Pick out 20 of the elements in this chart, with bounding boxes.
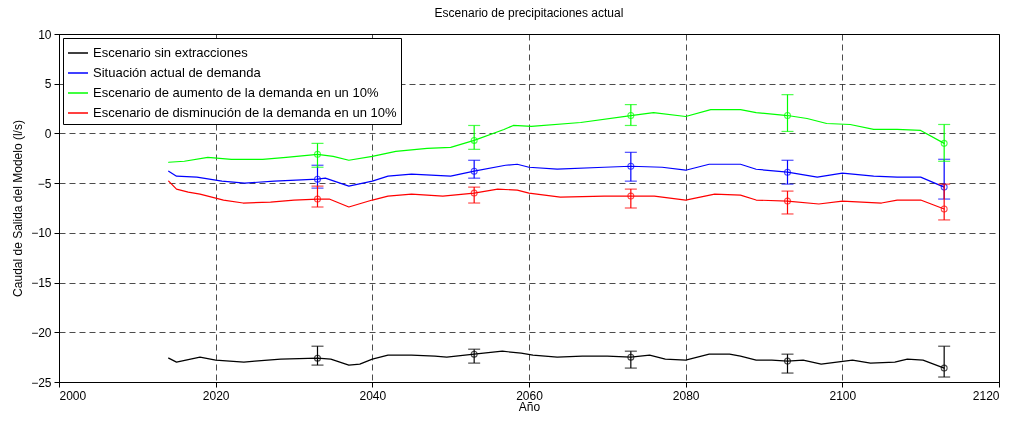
legend-label: Situación actual de demanda	[93, 65, 262, 80]
y-tick-label: −20	[31, 325, 52, 340]
y-tick-label: 5	[44, 77, 52, 92]
y-tick-label: −15	[31, 276, 52, 291]
y-tick-label: −25	[31, 375, 52, 390]
legend-label: Escenario de aumento de la demanda en un 10%	[93, 85, 379, 100]
y-tick-label: −10	[31, 226, 52, 241]
x-tick-label: 2080	[672, 388, 700, 403]
y-tick-label: 0	[44, 126, 52, 141]
x-tick-label: 2120	[972, 388, 1000, 403]
legend-label: Escenario sin extracciones	[93, 45, 249, 60]
y-axis-title: Caudal de Salida del Modelo (l/s)	[11, 120, 26, 297]
x-tick-label: 2000	[59, 388, 87, 403]
x-tick-label: 2020	[202, 388, 230, 403]
chart-title: Escenario de precipitaciones actual	[434, 6, 624, 20]
legend-label: Escenario de disminución de la demanda en un 10%	[93, 105, 397, 120]
x-tick-label: 2040	[359, 388, 387, 403]
x-tick-label: 2100	[829, 388, 857, 403]
y-tick-label: −5	[37, 176, 52, 191]
y-tick-label: 10	[38, 27, 52, 42]
